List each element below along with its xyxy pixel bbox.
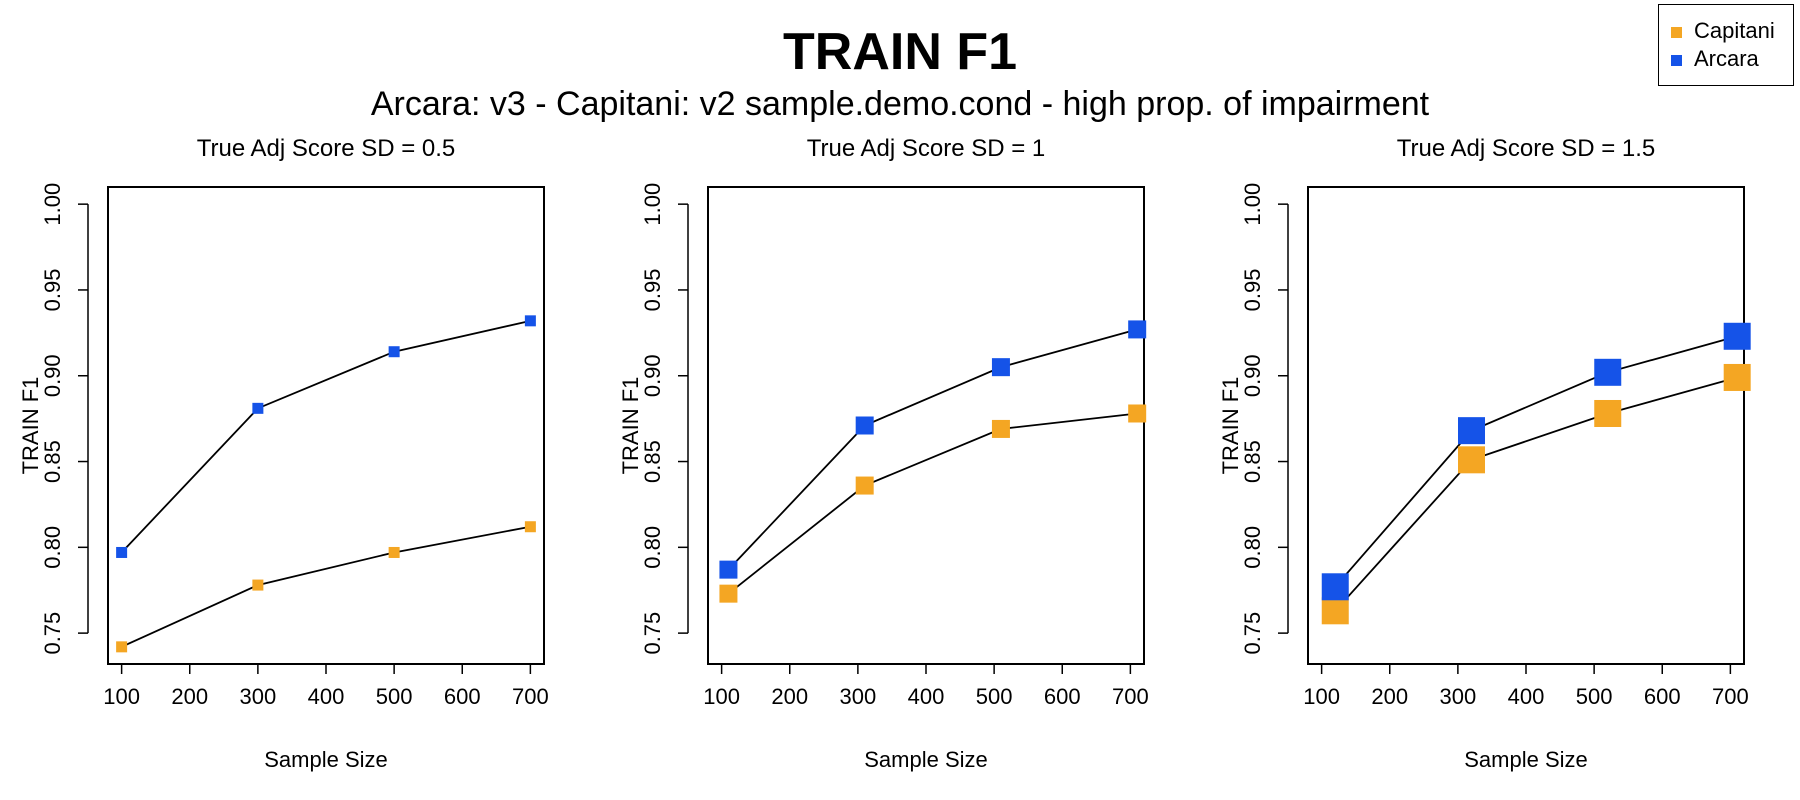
y-tick-label: 0.80 [640, 526, 665, 569]
y-tick-label: 0.90 [640, 354, 665, 397]
y-tick-label: 0.95 [40, 269, 65, 312]
x-axis-label: Sample Size [1464, 747, 1588, 772]
y-tick-label: 0.95 [640, 269, 665, 312]
x-tick-label: 400 [1508, 684, 1545, 709]
series-line-arcara [120, 319, 531, 554]
x-tick-label: 500 [1576, 684, 1613, 709]
x-tick-label: 400 [308, 684, 345, 709]
x-tick-label: 600 [1044, 684, 1081, 709]
y-tick-label: 0.90 [40, 354, 65, 397]
data-point-arcara [388, 346, 400, 358]
x-tick-label: 700 [512, 684, 549, 709]
y-tick-label: 0.80 [40, 526, 65, 569]
panel-title: True Adj Score SD = 0.5 [197, 135, 456, 162]
y-tick-label: 1.00 [1240, 183, 1265, 226]
x-axis-label: Sample Size [264, 747, 388, 772]
data-point-capitani [1723, 363, 1751, 391]
legend-label-capitani: Capitani [1694, 18, 1775, 43]
panel-title: True Adj Score SD = 1 [807, 135, 1046, 162]
data-point-capitani [116, 641, 128, 653]
data-point-arcara [1594, 358, 1622, 386]
chart-title: TRAIN F1 [783, 23, 1017, 81]
x-tick-label: 100 [1303, 684, 1340, 709]
legend-item-capitani: Capitani [1671, 18, 1775, 44]
x-tick-label: 700 [1712, 684, 1749, 709]
y-axis-label: TRAIN F1 [618, 377, 643, 475]
data-point-capitani [1321, 597, 1349, 625]
data-point-capitani [991, 419, 1010, 438]
y-tick-label: 0.80 [1240, 526, 1265, 569]
y-tick-label: 0.75 [40, 612, 65, 655]
series-line-capitani [121, 525, 531, 648]
y-tick-label: 1.00 [640, 183, 665, 226]
data-point-capitani [1594, 399, 1622, 427]
x-tick-label: 200 [171, 684, 208, 709]
data-point-capitani [252, 579, 264, 591]
plot-box [707, 186, 1145, 665]
data-point-capitani [1128, 404, 1147, 423]
plot-panel-2: True Adj Score SD = 1 100 200 300 400 500 600 7… [618, 135, 1149, 772]
series-line-capitani [1334, 376, 1738, 612]
y-tick-label: 1.00 [40, 183, 65, 226]
data-point-arcara [116, 546, 128, 558]
legend-label-arcara: Arcara [1694, 46, 1759, 71]
y-tick-label: 0.85 [1240, 440, 1265, 483]
legend: Capitani Arcara [1658, 4, 1794, 86]
series-line-arcara [727, 328, 1138, 571]
y-tick-label: 0.75 [640, 612, 665, 655]
data-point-capitani [524, 521, 536, 533]
data-point-arcara [855, 416, 874, 435]
series-line-arcara [1334, 335, 1738, 588]
data-point-arcara [524, 315, 536, 327]
y-tick-label: 0.85 [640, 440, 665, 483]
y-axis-label: TRAIN F1 [1218, 377, 1243, 475]
y-tick-label: 0.75 [1240, 612, 1265, 655]
x-tick-label: 100 [103, 684, 140, 709]
data-point-capitani [388, 546, 400, 558]
x-tick-label: 400 [908, 684, 945, 709]
x-tick-label: 300 [240, 684, 277, 709]
x-tick-label: 300 [840, 684, 877, 709]
x-tick-label: 100 [703, 684, 740, 709]
plot-box [107, 186, 545, 665]
x-tick-label: 500 [976, 684, 1013, 709]
plot-panel-3: True Adj Score SD = 1.5 100 200 300 400 500 60… [1218, 135, 1751, 772]
y-axis-label: TRAIN F1 [18, 377, 43, 475]
plot-box [1307, 186, 1745, 665]
series-line-capitani [727, 412, 1138, 595]
data-point-arcara [1128, 320, 1147, 339]
data-point-capitani [719, 584, 738, 603]
data-point-arcara [719, 560, 738, 579]
x-tick-label: 700 [1112, 684, 1149, 709]
data-point-arcara [1723, 322, 1751, 350]
legend-item-arcara: Arcara [1671, 46, 1759, 72]
y-tick-label: 0.95 [1240, 269, 1265, 312]
legend-swatch-arcara [1671, 55, 1682, 66]
x-tick-label: 300 [1440, 684, 1477, 709]
data-point-arcara [991, 358, 1010, 377]
panel-title: True Adj Score SD = 1.5 [1397, 135, 1656, 162]
data-point-capitani [1458, 446, 1485, 474]
y-tick-label: 0.90 [1240, 354, 1265, 397]
y-tick-label: 0.85 [40, 440, 65, 483]
x-tick-label: 200 [771, 684, 808, 709]
legend-swatch-capitani [1671, 27, 1682, 38]
data-point-arcara [252, 402, 264, 414]
x-tick-label: 200 [1371, 684, 1408, 709]
data-point-capitani [855, 476, 874, 495]
x-tick-label: 600 [1644, 684, 1681, 709]
x-tick-label: 500 [376, 684, 413, 709]
data-point-arcara [1321, 573, 1349, 601]
x-tick-label: 600 [444, 684, 481, 709]
data-point-arcara [1458, 417, 1485, 445]
x-axis-label: Sample Size [864, 747, 988, 772]
plot-panel-1: True Adj Score SD = 0.5 100 200 300 400 500 60… [18, 135, 549, 772]
chart-subtitle: Arcara: v3 - Capitani: v2 sample.demo.co… [370, 85, 1430, 123]
